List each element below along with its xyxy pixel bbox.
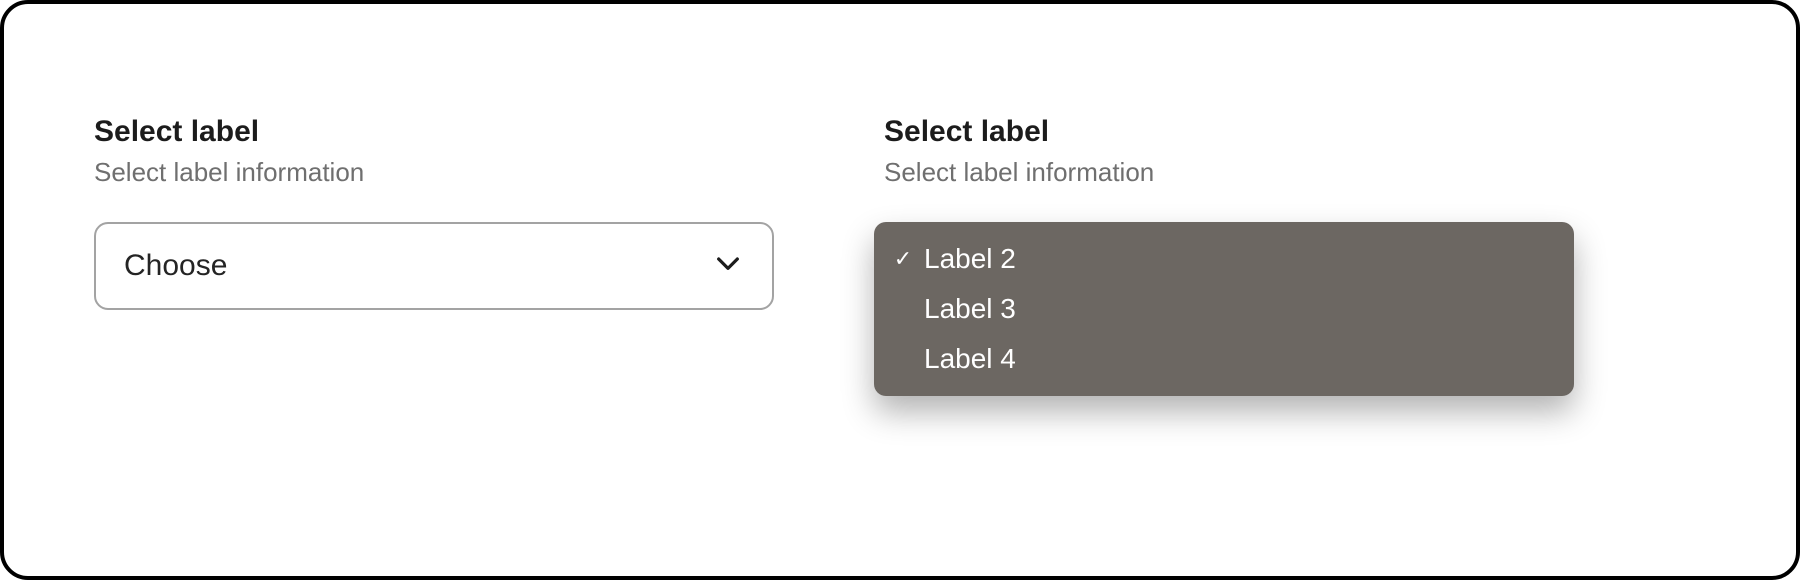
field-title: Select label [94,114,774,150]
dropdown-option[interactable]: Label 3 [874,284,1574,334]
select-trigger[interactable]: Choose [94,222,774,310]
component-frame: Select label Select label information Ch… [0,0,1800,580]
select-placeholder: Choose [124,249,227,283]
field-title: Select label [884,114,1564,150]
dropdown-panel: ✓ Label 2 Label 3 Label 4 [874,222,1574,396]
select-anchor: ✓ Label 2 Label 3 Label 4 [884,222,1564,310]
field-help: Select label information [884,156,1564,190]
dropdown-option[interactable]: Label 4 [874,334,1574,384]
select-closed-example: Select label Select label information Ch… [94,114,774,516]
field-help: Select label information [94,156,774,190]
option-label: Label 3 [924,293,1016,325]
option-label: Label 2 [924,243,1016,275]
chevron-down-icon [712,247,744,284]
option-label: Label 4 [924,343,1016,375]
dropdown-option[interactable]: ✓ Label 2 [874,234,1574,284]
checkmark-icon: ✓ [892,246,914,272]
select-open-example: Select label Select label information ✓ … [884,114,1564,516]
